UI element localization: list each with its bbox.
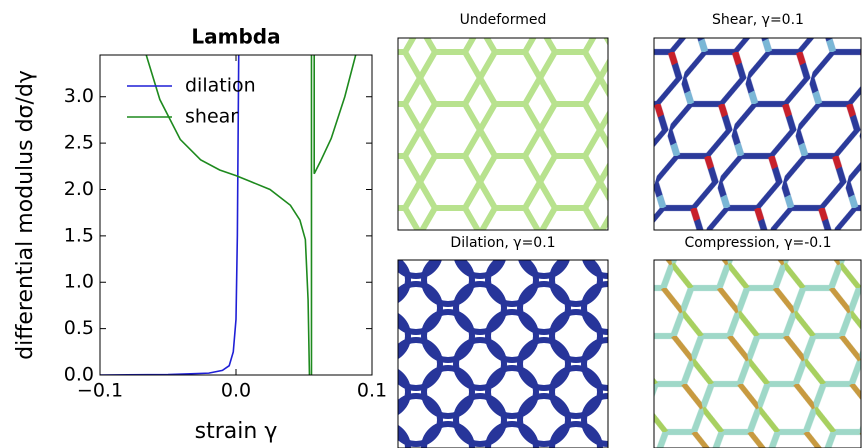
legend-label: shear [185, 106, 238, 128]
series-line [100, 55, 240, 375]
lattice-image [653, 259, 862, 448]
lattice-image [397, 37, 609, 231]
chart-title: Lambda [191, 25, 280, 49]
x-axis-label: strain γ [195, 419, 278, 444]
panels: Undeformed Shear, γ=0.1 Dilation, γ=0.1 … [397, 12, 862, 448]
plot-frame [99, 54, 373, 376]
y-tick-label: 3.0 [64, 85, 94, 107]
y-axis-label: differential modulus dσ/dγ [13, 70, 38, 360]
x-tick-label: −0.1 [77, 380, 123, 402]
x-tick-label: 0.1 [357, 380, 387, 402]
y-tick-label: 1.5 [64, 224, 94, 246]
x-tick-label: 0.0 [221, 380, 251, 402]
y-tick-label: 1.0 [64, 271, 94, 293]
panel-title: Dilation, γ=0.1 [450, 235, 555, 251]
y-tick-label: 2.5 [64, 132, 94, 154]
lattice-image [653, 37, 862, 231]
lattice-image [397, 259, 609, 448]
y-tick-label: 0.0 [64, 364, 94, 386]
legend-label: dilation [185, 75, 256, 97]
panel-title: Undeformed [460, 12, 547, 28]
y-tick-label: 0.5 [64, 317, 94, 339]
panel-title: Compression, γ=-0.1 [684, 235, 831, 251]
panel-title: Shear, γ=0.1 [712, 12, 804, 28]
series-line [145, 55, 357, 375]
y-tick-label: 2.0 [64, 178, 94, 200]
